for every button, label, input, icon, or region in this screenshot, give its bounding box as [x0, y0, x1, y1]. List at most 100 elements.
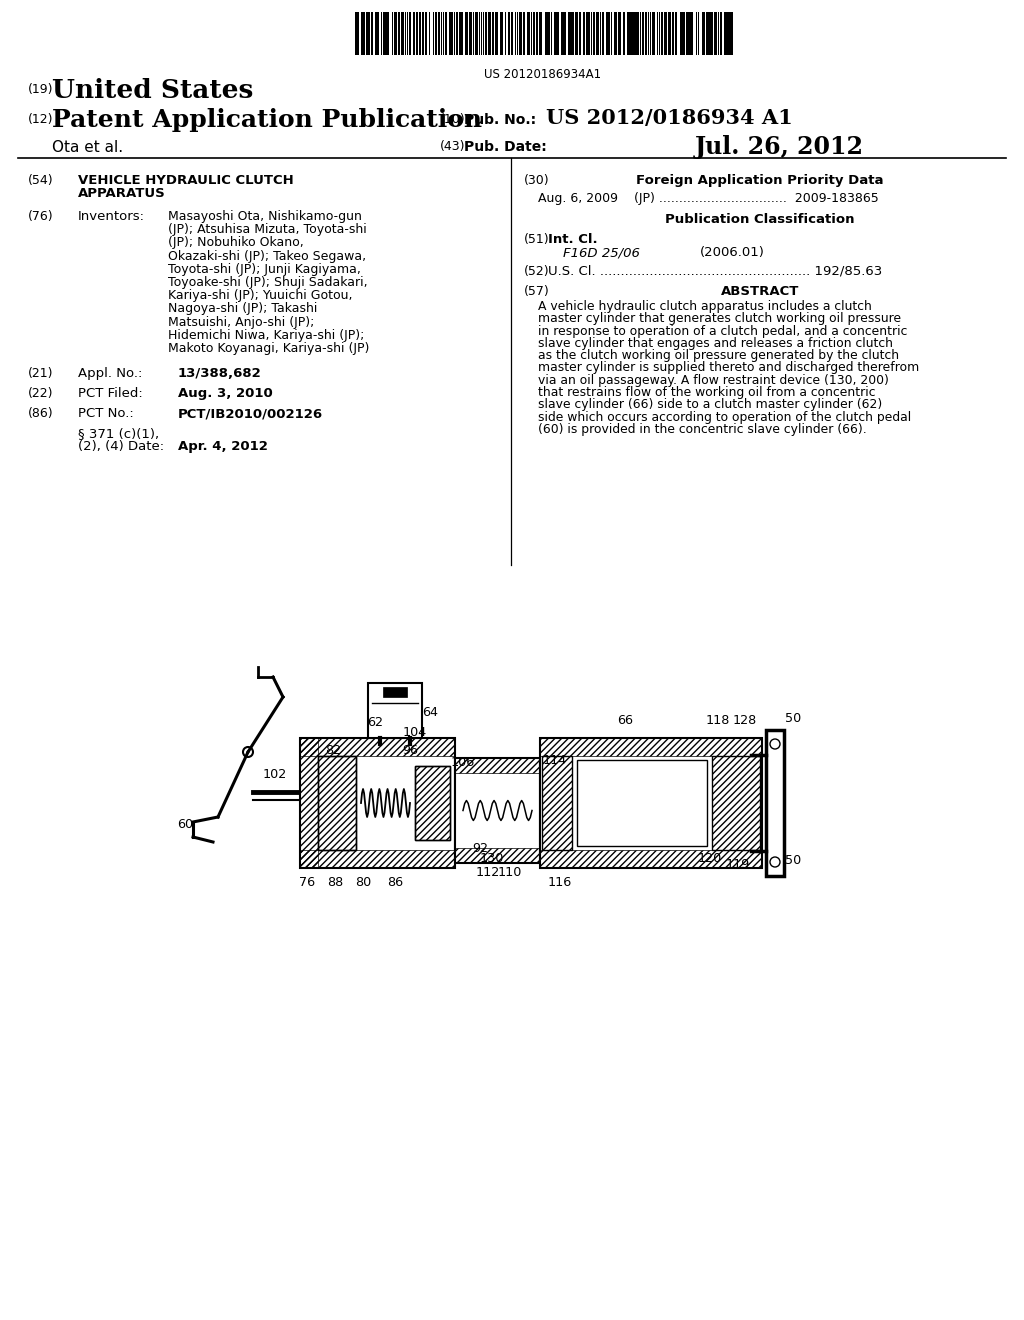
Bar — [706, 12, 709, 55]
Bar — [357, 12, 359, 55]
Text: Makoto Koyanagi, Kariya-shi (JP): Makoto Koyanagi, Kariya-shi (JP) — [168, 342, 370, 355]
Bar — [318, 756, 356, 850]
Text: 50: 50 — [784, 854, 801, 866]
Text: (22): (22) — [28, 387, 53, 400]
Text: (12): (12) — [28, 114, 53, 125]
Bar — [630, 12, 634, 55]
Text: Toyota-shi (JP); Junji Kagiyama,: Toyota-shi (JP); Junji Kagiyama, — [168, 263, 360, 276]
Text: Aug. 6, 2009    (JP) ................................  2009-183865: Aug. 6, 2009 (JP) ......................… — [538, 191, 879, 205]
Bar — [416, 12, 418, 55]
Bar — [422, 12, 424, 55]
Bar — [428, 12, 430, 55]
Bar — [557, 12, 559, 55]
Text: 96: 96 — [402, 743, 418, 756]
Bar — [485, 12, 486, 55]
Text: (19): (19) — [28, 83, 53, 96]
Text: APPARATUS: APPARATUS — [78, 187, 166, 201]
Bar — [637, 12, 639, 55]
Text: (2), (4) Date:: (2), (4) Date: — [78, 440, 164, 453]
Bar — [387, 12, 389, 55]
Bar — [393, 12, 397, 55]
Bar — [523, 12, 525, 55]
Bar — [368, 12, 370, 55]
Text: (JP); Nobuhiko Okano,: (JP); Nobuhiko Okano, — [168, 236, 304, 249]
Bar — [415, 766, 450, 840]
Bar — [465, 12, 468, 55]
Bar — [357, 12, 359, 55]
Bar — [596, 12, 598, 55]
Bar — [371, 12, 373, 55]
Bar — [495, 12, 498, 55]
Bar — [540, 738, 762, 756]
Bar — [726, 12, 729, 55]
Bar — [366, 12, 368, 55]
Text: in response to operation of a clutch pedal, and a concentric: in response to operation of a clutch ped… — [538, 325, 907, 338]
Text: Publication Classification: Publication Classification — [666, 213, 855, 226]
Text: 50: 50 — [784, 711, 801, 725]
Bar — [720, 12, 722, 55]
Bar — [425, 12, 427, 55]
Text: 62: 62 — [367, 715, 383, 729]
Bar — [300, 738, 318, 869]
Bar — [568, 12, 571, 55]
Text: Nagoya-shi (JP); Takashi: Nagoya-shi (JP); Takashi — [168, 302, 317, 315]
Text: (2006.01): (2006.01) — [700, 246, 765, 259]
Bar — [455, 758, 540, 863]
Text: 86: 86 — [387, 875, 403, 888]
Bar — [519, 12, 522, 55]
Bar — [355, 12, 357, 55]
Bar — [695, 12, 697, 55]
Bar — [383, 686, 407, 697]
Bar — [526, 12, 529, 55]
Text: 110: 110 — [498, 866, 522, 879]
Bar — [728, 12, 730, 55]
Bar — [634, 12, 637, 55]
Text: 92: 92 — [472, 842, 488, 854]
Bar — [300, 738, 455, 756]
Bar — [480, 12, 482, 55]
Bar — [492, 12, 494, 55]
Bar — [437, 12, 439, 55]
Text: Pub. Date:: Pub. Date: — [464, 140, 547, 154]
Text: (10): (10) — [440, 114, 466, 125]
Text: via an oil passageway. A flow restraint device (130, 200): via an oil passageway. A flow restraint … — [538, 374, 889, 387]
Bar — [455, 847, 540, 863]
Bar — [718, 12, 719, 55]
Text: Matsuishi, Anjo-shi (JP);: Matsuishi, Anjo-shi (JP); — [168, 315, 314, 329]
Bar — [668, 12, 671, 55]
Bar — [397, 12, 399, 55]
Bar — [459, 12, 463, 55]
Text: PCT Filed:: PCT Filed: — [78, 387, 142, 400]
Text: PCT No.:: PCT No.: — [78, 407, 134, 420]
Text: (57): (57) — [524, 285, 550, 298]
Bar — [577, 760, 707, 846]
Bar — [435, 12, 436, 55]
Text: Aug. 3, 2010: Aug. 3, 2010 — [178, 387, 272, 400]
Text: Patent Application Publication: Patent Application Publication — [52, 108, 482, 132]
Bar — [672, 12, 674, 55]
Bar — [560, 12, 564, 55]
Text: A vehicle hydraulic clutch apparatus includes a clutch: A vehicle hydraulic clutch apparatus inc… — [538, 300, 871, 313]
Bar — [377, 12, 379, 55]
Bar — [583, 12, 585, 55]
Text: Ota et al.: Ota et al. — [52, 140, 123, 154]
Bar — [724, 12, 726, 55]
Bar — [712, 756, 760, 850]
Bar — [587, 12, 590, 55]
Bar — [375, 12, 377, 55]
Text: as the clutch working oil pressure generated by the clutch: as the clutch working oil pressure gener… — [538, 350, 899, 362]
Bar — [664, 12, 667, 55]
Text: Appl. No.:: Appl. No.: — [78, 367, 142, 380]
Bar — [628, 12, 630, 55]
Text: 88: 88 — [327, 875, 343, 888]
Text: (86): (86) — [28, 407, 53, 420]
Bar — [641, 12, 643, 55]
Text: U.S. Cl. ................................................... 192/85.63: U.S. Cl. ...............................… — [548, 265, 883, 279]
Bar — [766, 730, 784, 876]
Bar — [445, 12, 447, 55]
Bar — [409, 12, 411, 55]
Text: 13/388,682: 13/388,682 — [178, 367, 262, 380]
Text: Kariya-shi (JP); Yuuichi Gotou,: Kariya-shi (JP); Yuuichi Gotou, — [168, 289, 352, 302]
Text: (60) is provided in the concentric slave cylinder (66).: (60) is provided in the concentric slave… — [538, 422, 866, 436]
Bar — [712, 756, 760, 850]
